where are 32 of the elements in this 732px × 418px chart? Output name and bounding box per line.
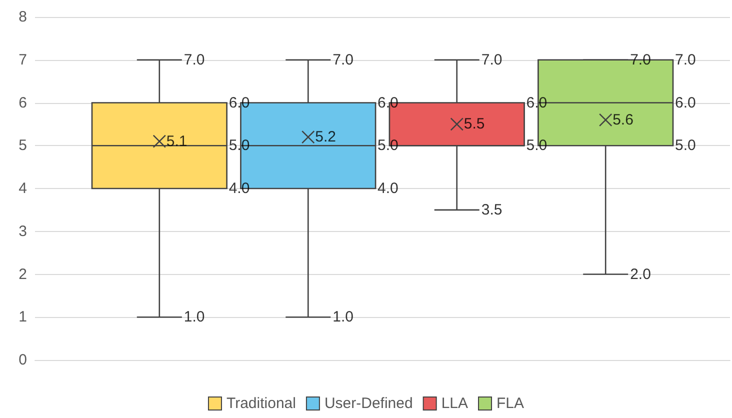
text: 4.0 xyxy=(378,180,398,197)
text: 5.0 xyxy=(526,137,548,154)
legend-label: LLA xyxy=(441,395,468,412)
y-tick-label: 2 xyxy=(18,266,27,283)
text: 5.0 xyxy=(378,137,398,154)
y-tick-label: 1 xyxy=(18,308,27,326)
text: 7.0 xyxy=(481,51,502,68)
text: 4.0 xyxy=(228,180,250,197)
text: 3.5 xyxy=(481,201,502,218)
y-tick-label: 8 xyxy=(18,8,27,26)
text: 1.0 xyxy=(184,308,205,326)
y-tick-label: 5 xyxy=(18,137,27,154)
text: 7.0 xyxy=(675,51,696,68)
y-tick-label: 7 xyxy=(18,51,27,68)
text: 6.0 xyxy=(228,94,250,112)
text: 6.0 xyxy=(378,94,398,112)
y-tick-label: 3 xyxy=(18,222,27,240)
legend-label: FLA xyxy=(496,395,524,412)
text: 5.2 xyxy=(315,128,336,146)
text: 5.0 xyxy=(675,137,696,154)
y-tick-label: 4 xyxy=(18,180,27,197)
text: 7.0 xyxy=(184,51,205,68)
text: 2.0 xyxy=(630,266,651,283)
text: 5.6 xyxy=(612,111,634,128)
legend-label: User-Defined xyxy=(324,395,413,412)
text: 1.0 xyxy=(332,308,354,326)
text: 6.0 xyxy=(675,94,696,112)
y-tick-label: 6 xyxy=(18,94,27,112)
y-tick-label: 0 xyxy=(18,352,27,368)
text: 7.0 xyxy=(332,51,354,68)
legend-label: Traditional xyxy=(226,395,296,412)
text: 5.5 xyxy=(464,116,485,133)
